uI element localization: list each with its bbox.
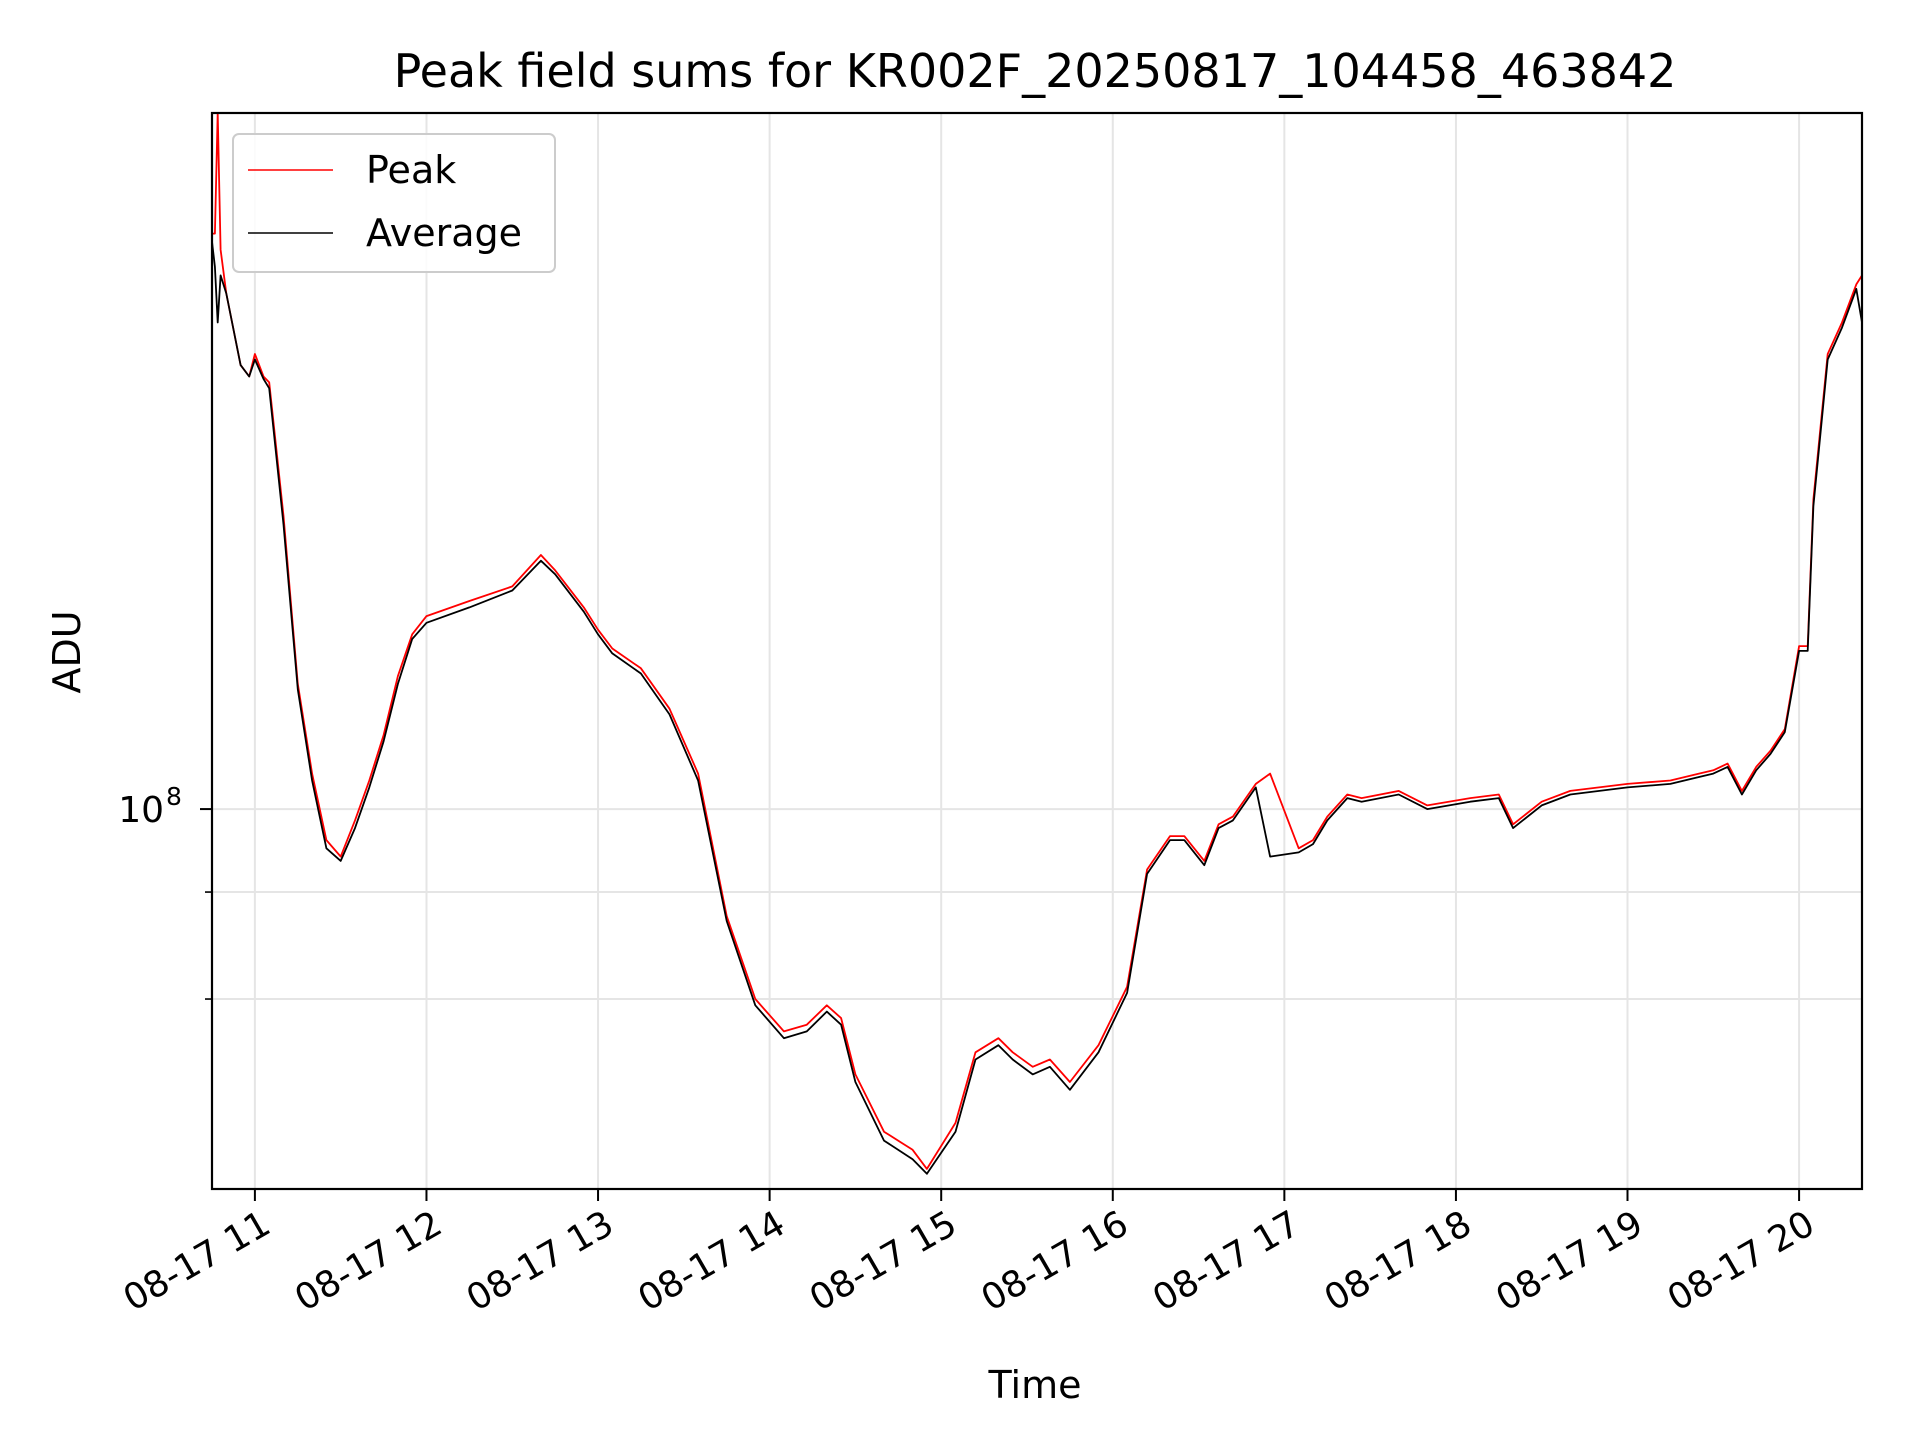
series-layer bbox=[211, 112, 1863, 1175]
series-line-average bbox=[211, 241, 1863, 1175]
legend-box bbox=[232, 133, 556, 273]
x-axis-label: Time bbox=[988, 1363, 1082, 1407]
y-axis: 10 8 bbox=[118, 782, 212, 1000]
plot-frame bbox=[210, 111, 1864, 1191]
chart-title: Peak field sums for KR002F_20250817_1044… bbox=[394, 44, 1677, 98]
legend-label-peak: Peak bbox=[366, 148, 456, 192]
legend: Peak Average bbox=[232, 133, 556, 273]
y-tick-label-base: 10 bbox=[118, 790, 164, 831]
legend-label-average: Average bbox=[366, 211, 522, 255]
series-line-peak bbox=[212, 112, 1863, 1170]
y-tick-label: 10 8 bbox=[118, 782, 182, 831]
y-axis-label: ADU bbox=[45, 610, 89, 693]
y-tick-label-exponent: 8 bbox=[166, 782, 182, 811]
